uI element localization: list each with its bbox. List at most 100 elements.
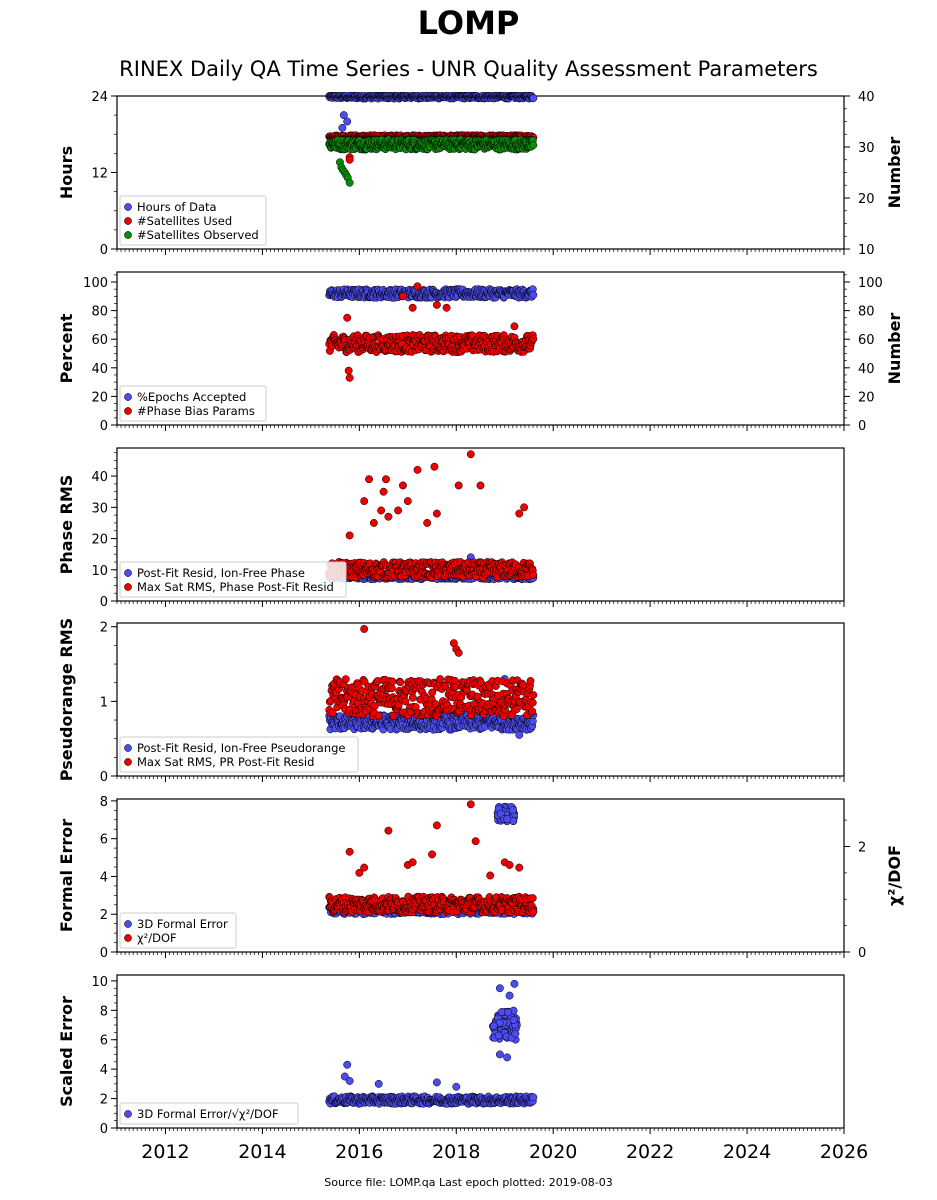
y-right-tick-label: 40 <box>858 90 875 105</box>
y-right-axis-label: Number <box>885 137 904 209</box>
data-point <box>529 571 538 579</box>
data-point <box>345 155 354 164</box>
legend-label: Max Sat RMS, PR Post-Fit Resid <box>137 755 314 769</box>
legend-label: #Satellites Observed <box>137 228 259 242</box>
data-point <box>423 518 432 527</box>
data-point <box>382 475 390 484</box>
page-title: LOMP <box>417 4 520 42</box>
y-axis-label: Formal Error <box>57 819 76 932</box>
y-right-tick-label: 0 <box>858 419 866 434</box>
data-point <box>399 481 407 490</box>
y-tick-label: 20 <box>91 533 108 548</box>
data-point <box>436 675 445 684</box>
y-tick-label: 0 <box>100 243 108 258</box>
legend-label: #Satellites Used <box>137 214 232 228</box>
data-point <box>345 373 354 382</box>
legend-marker <box>124 569 132 577</box>
legend-label: %Epochs Accepted <box>137 390 246 404</box>
y-tick-label: 0 <box>100 770 108 785</box>
y-tick-label: 20 <box>91 390 108 405</box>
data-point <box>515 731 524 739</box>
data-point <box>388 677 397 686</box>
series-blue <box>325 92 538 151</box>
y-tick-label: 40 <box>91 362 108 377</box>
panel-3: 0 10 20 30 40 Phase RMS Post-Fit Resid, Ion-Fr… <box>57 447 845 610</box>
data-point <box>360 625 369 633</box>
data-point <box>384 512 393 521</box>
y-tick-label: 2 <box>100 908 108 923</box>
data-point <box>528 698 537 707</box>
y-right-axis-label: Number <box>885 313 904 385</box>
data-point <box>394 506 403 515</box>
data-point <box>430 462 439 471</box>
y-tick-label: 30 <box>91 501 108 516</box>
y-right-tick-label: 30 <box>858 141 875 156</box>
legend-marker <box>124 231 132 239</box>
legend-label: Hours of Data <box>137 200 217 214</box>
data-point <box>510 322 519 331</box>
data-point <box>399 292 407 301</box>
legend-label: #Phase Bias Params <box>137 404 255 418</box>
data-point <box>408 693 417 702</box>
legend-label: Max Sat RMS, Phase Post-Fit Resid <box>137 580 334 594</box>
y-tick-label: 80 <box>91 305 108 320</box>
page-subtitle: RINEX Daily QA Time Series - UNR Quality… <box>119 57 818 81</box>
data-point <box>413 282 422 291</box>
y-tick-label: 4 <box>100 870 108 885</box>
data-point <box>338 123 347 132</box>
data-point <box>377 506 386 515</box>
data-point <box>408 303 417 312</box>
legend-marker <box>124 407 132 415</box>
data-point <box>374 711 383 720</box>
data-point <box>413 465 422 474</box>
data-point <box>476 481 485 490</box>
data-point <box>432 509 441 518</box>
data-point <box>512 705 521 714</box>
data-point <box>529 94 538 103</box>
legend-marker <box>124 203 132 211</box>
y-tick-label: 24 <box>91 90 108 105</box>
y-right-tick-label: 60 <box>858 333 875 348</box>
legend-marker <box>124 217 132 225</box>
y-tick-label: 12 <box>91 167 108 182</box>
legend-marker <box>124 758 132 766</box>
legend-label: Post-Fit Resid, Ion-Free Pseudorange <box>137 741 345 755</box>
y-axis-label: Pseudorange RMS <box>57 618 76 781</box>
data-point <box>442 303 451 312</box>
series-blue <box>325 285 538 302</box>
data-point <box>387 684 396 693</box>
data-point <box>529 141 538 150</box>
data-points <box>325 92 538 187</box>
y-right-tick-label: 20 <box>858 192 875 207</box>
y-tick-label: 0 <box>100 595 108 610</box>
y-right-tick-label: 100 <box>858 276 883 291</box>
data-point <box>403 497 412 506</box>
y-axis-label: Phase RMS <box>57 475 76 575</box>
legend-label: Post-Fit Resid, Ion-Free Phase <box>137 566 305 580</box>
data-point <box>365 475 373 484</box>
y-right-tick-label: 40 <box>858 362 875 377</box>
data-point <box>360 497 369 506</box>
y-right-axis-label: χ²/DOF <box>885 845 904 906</box>
data-point <box>339 111 348 120</box>
y-tick-label: 40 <box>91 470 108 485</box>
series-green <box>325 135 538 187</box>
data-point <box>345 178 354 187</box>
data-point <box>379 487 388 496</box>
data-point <box>503 815 512 824</box>
y-tick-label: 0 <box>100 419 108 434</box>
data-point <box>369 518 378 527</box>
data-point <box>528 707 537 716</box>
data-point <box>515 509 524 518</box>
y-tick-label: 6 <box>100 833 108 848</box>
data-point <box>343 117 352 126</box>
y-axis-label: Hours <box>57 146 76 199</box>
data-point <box>508 806 517 815</box>
data-point <box>454 648 463 657</box>
panel-2: 0 20 40 60 80 100 Percent 0 20 40 60 80 100 Number %Ep… <box>57 271 904 434</box>
y-tick-label: 60 <box>91 333 108 348</box>
y-tick-label: 0 <box>100 946 108 961</box>
